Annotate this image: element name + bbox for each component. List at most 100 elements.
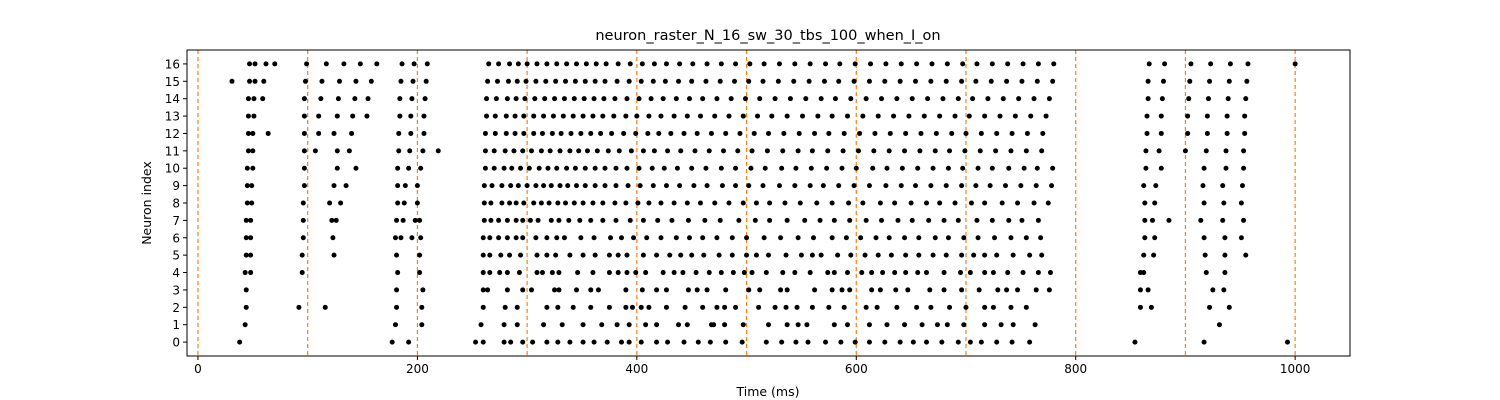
- spike-point: [841, 130, 847, 136]
- spike-point: [975, 165, 981, 171]
- spike-point: [815, 113, 821, 119]
- spike-point: [482, 130, 488, 136]
- spike-point: [967, 339, 973, 345]
- spike-point: [1241, 217, 1247, 223]
- spike-point: [875, 113, 881, 119]
- spike-point: [760, 78, 766, 84]
- spike-point: [592, 165, 598, 171]
- spike-point: [730, 270, 736, 276]
- spike-point: [395, 165, 401, 171]
- spike-point: [272, 61, 278, 67]
- spike-point: [643, 270, 649, 276]
- spike-point: [1006, 217, 1012, 223]
- spike-point: [1225, 96, 1231, 102]
- spike-point: [702, 217, 708, 223]
- spike-point: [1141, 270, 1147, 276]
- spike-point: [571, 96, 577, 102]
- spike-point: [349, 130, 355, 136]
- spike-point: [825, 148, 831, 154]
- spike-point: [496, 217, 502, 223]
- spike-point: [694, 130, 700, 136]
- spike-point: [394, 287, 400, 293]
- spike-point: [1242, 130, 1248, 136]
- spike-point: [916, 252, 922, 258]
- spike-point: [300, 235, 306, 241]
- spike-point: [533, 78, 539, 84]
- spike-point: [733, 304, 739, 310]
- spike-point: [487, 270, 493, 276]
- spike-point: [958, 270, 963, 276]
- spike-point: [746, 287, 752, 293]
- spike-point: [611, 113, 617, 119]
- spike-point: [902, 322, 908, 328]
- spike-point: [855, 148, 861, 154]
- spike-point: [544, 304, 550, 310]
- spike-point: [963, 130, 969, 136]
- y-tick-label: 2: [172, 301, 180, 315]
- spike-point: [520, 217, 526, 223]
- spike-point: [323, 61, 329, 67]
- spike-point: [600, 217, 606, 223]
- spike-point: [982, 304, 988, 310]
- spike-point: [744, 235, 750, 241]
- spike-point: [553, 252, 559, 258]
- spike-point: [554, 165, 560, 171]
- spike-point: [820, 183, 826, 189]
- spike-point: [729, 252, 735, 258]
- x-tick-label: 600: [845, 362, 868, 376]
- spike-point: [532, 96, 538, 102]
- spike-point: [826, 304, 832, 310]
- spike-point: [895, 217, 901, 223]
- neuron-row-15: [229, 78, 1250, 84]
- spike-point: [606, 304, 612, 310]
- spike-point: [804, 322, 810, 328]
- spike-point: [700, 96, 706, 102]
- spike-point: [658, 113, 664, 119]
- spike-point: [1143, 148, 1149, 154]
- spike-point: [945, 165, 951, 171]
- spike-point: [779, 165, 785, 171]
- spike-point: [529, 148, 535, 154]
- spike-point: [245, 113, 251, 119]
- spike-point: [353, 165, 359, 171]
- spike-point: [624, 270, 630, 276]
- spike-point: [636, 96, 642, 102]
- spike-point: [775, 78, 781, 84]
- neuron-row-0: [237, 339, 1290, 345]
- spike-point: [1021, 165, 1027, 171]
- spike-point: [559, 322, 565, 328]
- spike-point: [625, 183, 631, 189]
- spike-point: [480, 235, 486, 241]
- spike-point: [903, 252, 909, 258]
- spike-point: [357, 61, 363, 67]
- spike-point: [923, 339, 929, 345]
- spike-point: [955, 96, 961, 102]
- spike-point: [870, 165, 876, 171]
- spike-point: [242, 322, 248, 328]
- spike-point: [919, 322, 925, 328]
- spike-point: [914, 61, 920, 67]
- spike-point: [978, 130, 984, 136]
- spike-point: [250, 165, 256, 171]
- spike-point: [252, 61, 258, 67]
- spike-point: [582, 165, 588, 171]
- spike-point: [809, 304, 815, 310]
- spike-point: [334, 113, 340, 119]
- spike-point: [1244, 78, 1250, 84]
- spike-point: [879, 96, 885, 102]
- spike-point: [693, 270, 699, 276]
- spike-point: [692, 148, 698, 154]
- spike-point: [960, 165, 966, 171]
- spike-point: [1046, 287, 1052, 293]
- spike-point: [395, 183, 401, 189]
- spike-point: [1039, 252, 1045, 258]
- spike-point: [513, 235, 519, 241]
- spike-point: [301, 148, 307, 154]
- spike-point: [1227, 61, 1233, 67]
- spike-point: [818, 252, 824, 258]
- spike-point: [973, 183, 979, 189]
- spike-point: [825, 270, 831, 276]
- spike-point: [925, 96, 931, 102]
- spike-point: [507, 200, 513, 206]
- spike-point: [646, 200, 652, 206]
